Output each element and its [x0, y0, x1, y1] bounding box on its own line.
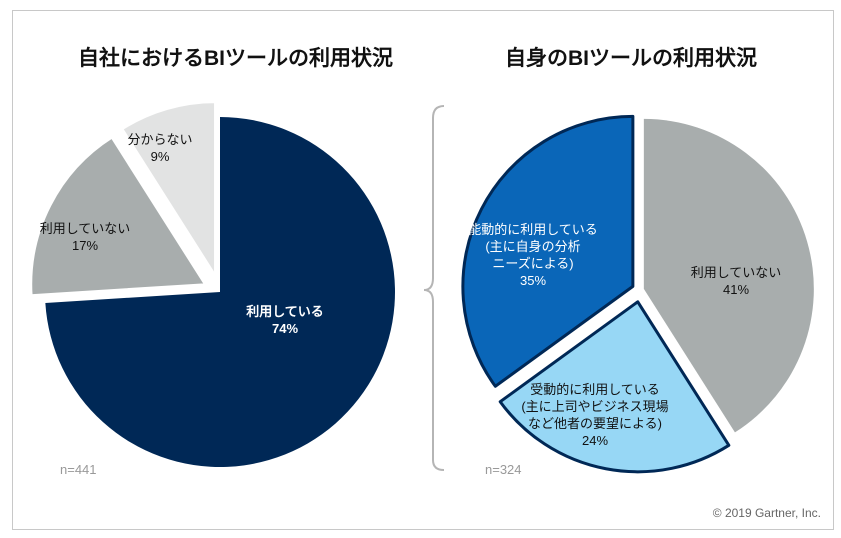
chart-frame — [12, 10, 834, 530]
slice-label-text: 利用している — [246, 304, 324, 319]
left-chart-title: 自社におけるBIツールの利用状況 — [78, 47, 393, 70]
slice-label-not-using-self: 利用していない 41% — [691, 264, 782, 298]
slice-label-active-use: 能動的に利用している (主に自身の分析 ニーズによる) 35% — [468, 221, 598, 289]
pie-slice — [45, 117, 395, 467]
slice-label-text: など他者の要望による) — [528, 416, 662, 431]
right-sample-size: n=324 — [485, 462, 522, 477]
slice-value-label: 35% — [519, 273, 547, 288]
slice-label-text: 利用していない — [690, 265, 782, 280]
slice-value-label: 24% — [581, 433, 609, 448]
slice-value-label: 9% — [150, 149, 170, 164]
slice-label-text: 分からない — [127, 132, 193, 147]
pie-slice — [461, 114, 635, 388]
slice-value-label: 74% — [271, 321, 299, 336]
slice-value-label: 41% — [722, 282, 750, 297]
copyright: © 2019 Gartner, Inc. — [712, 506, 821, 520]
slice-label-text: 利用していない — [39, 221, 131, 236]
slice-label-not-using: 利用していない 17% — [40, 220, 131, 254]
slice-label-text: 能動的に利用している — [468, 222, 598, 237]
slice-label-text: 受動的に利用している — [530, 382, 660, 397]
right-chart-title: 自身のBIツールの利用状況 — [505, 47, 757, 70]
slice-label-unknown: 分からない 9% — [127, 131, 192, 165]
pie-slice — [29, 135, 208, 298]
slice-value-label: 17% — [71, 238, 99, 253]
slice-label-text: (主に上司やビジネス現場 — [521, 399, 669, 414]
grouping-bracket — [423, 105, 445, 471]
slice-label-text: ニーズによる) — [492, 256, 574, 271]
left-sample-size: n=441 — [60, 462, 97, 477]
slice-label-using: 利用している 74% — [246, 303, 324, 337]
slice-label-text: (主に自身の分析 — [485, 239, 581, 254]
pie-slice — [120, 100, 218, 279]
slice-label-passive-use: 受動的に利用している (主に上司やビジネス現場 など他者の要望による) 24% — [521, 381, 668, 449]
pie-slice — [498, 300, 731, 474]
pie-slice — [643, 118, 814, 433]
